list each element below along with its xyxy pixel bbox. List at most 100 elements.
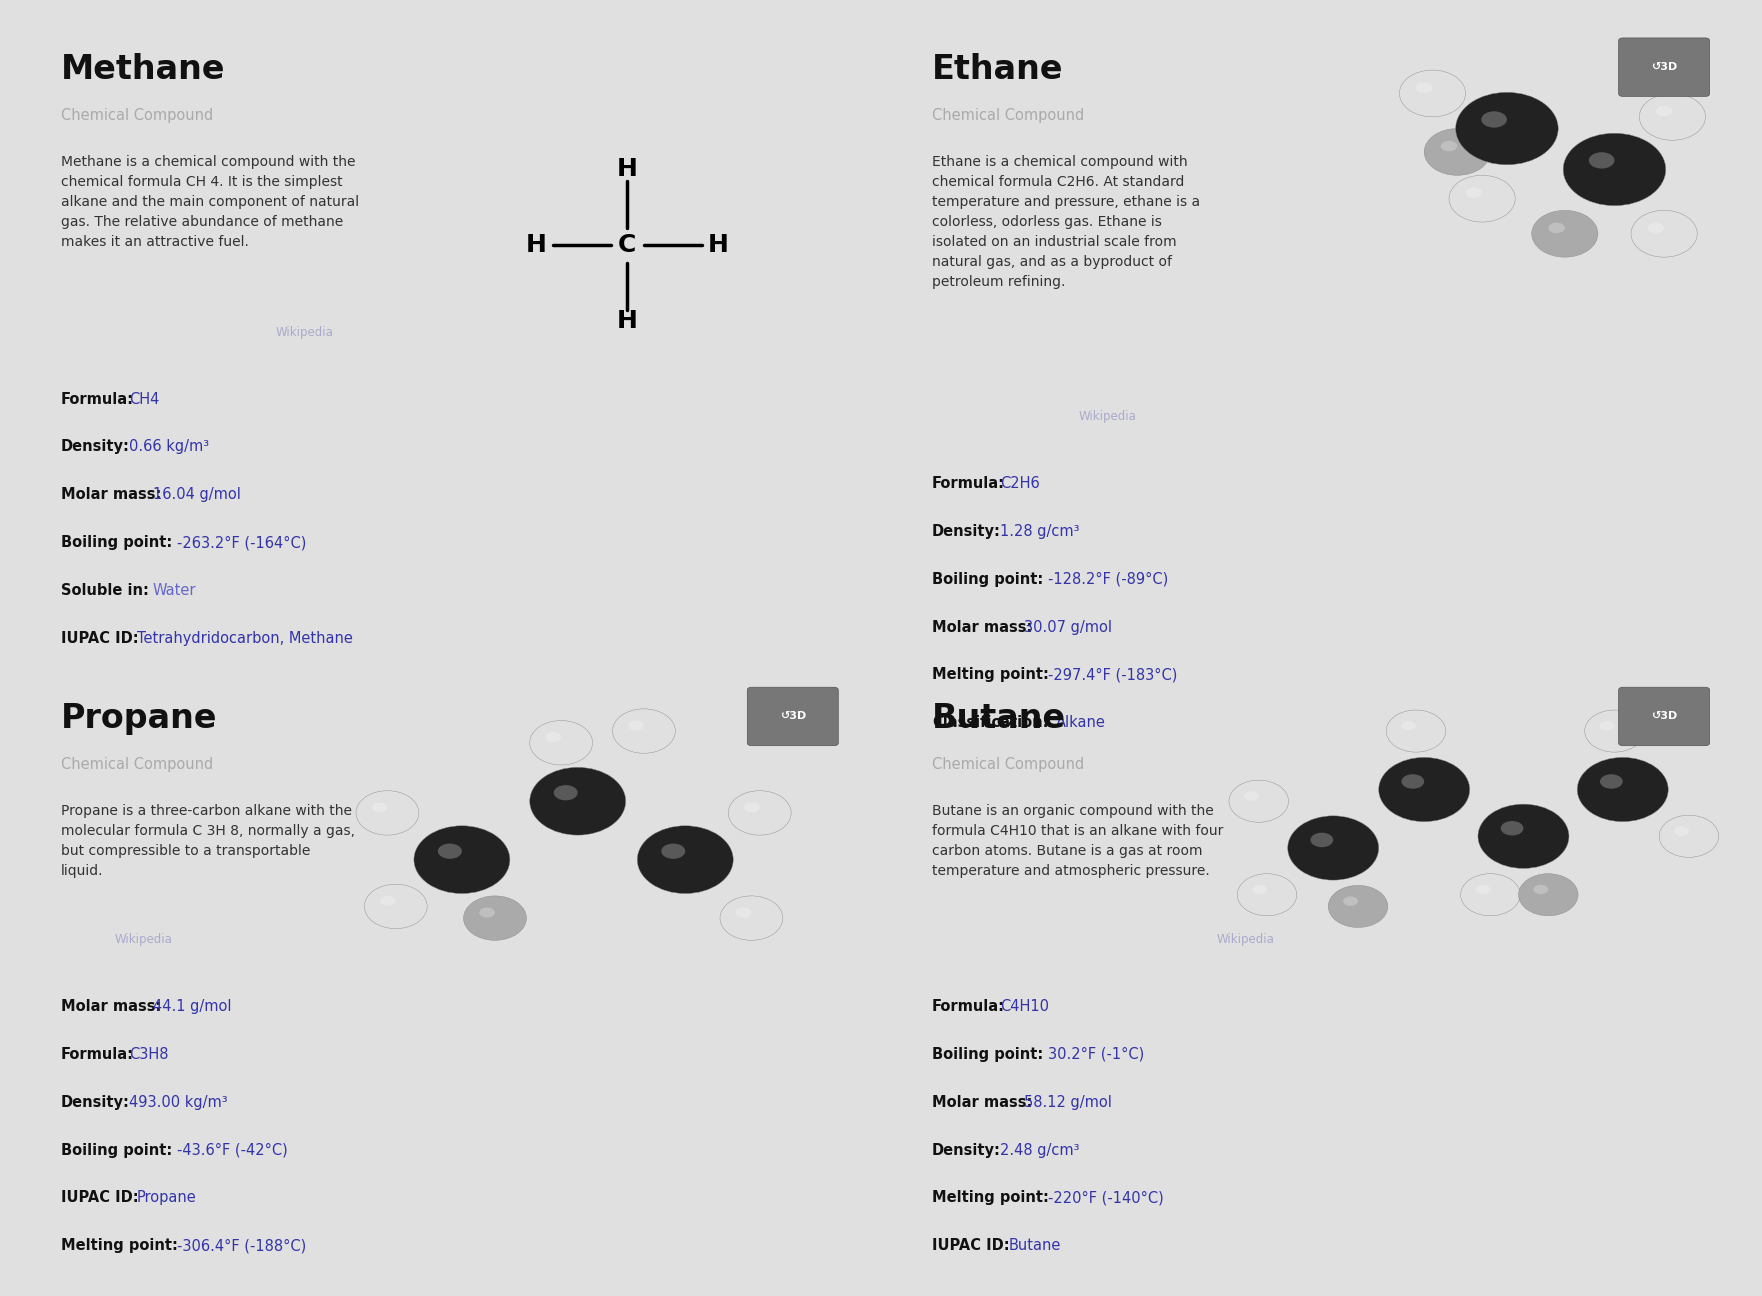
- Text: Boiling point:: Boiling point:: [932, 572, 1043, 587]
- Text: Molar mass:: Molar mass:: [932, 619, 1033, 635]
- Ellipse shape: [1455, 92, 1558, 165]
- Ellipse shape: [530, 721, 592, 765]
- Ellipse shape: [1563, 133, 1665, 206]
- Text: Melting point:: Melting point:: [60, 1239, 178, 1253]
- Ellipse shape: [1343, 897, 1359, 906]
- Text: Boiling point:: Boiling point:: [932, 1047, 1043, 1061]
- Ellipse shape: [1589, 152, 1614, 168]
- Ellipse shape: [1441, 141, 1457, 152]
- Ellipse shape: [365, 884, 426, 929]
- Ellipse shape: [1501, 820, 1524, 836]
- Ellipse shape: [1237, 874, 1297, 916]
- Ellipse shape: [1288, 815, 1378, 880]
- Text: -306.4°F (-188°C): -306.4°F (-188°C): [176, 1239, 307, 1253]
- Ellipse shape: [1639, 93, 1706, 140]
- Ellipse shape: [1378, 757, 1470, 822]
- Text: 16.04 g/mol: 16.04 g/mol: [153, 487, 241, 503]
- Text: -297.4°F (-183°C): -297.4°F (-183°C): [1048, 667, 1177, 683]
- Ellipse shape: [737, 907, 751, 918]
- Text: CH4: CH4: [129, 391, 159, 407]
- Text: ↺3D: ↺3D: [779, 712, 805, 722]
- Ellipse shape: [1329, 885, 1388, 928]
- Ellipse shape: [1660, 815, 1718, 858]
- Ellipse shape: [661, 844, 685, 859]
- Text: Molar mass:: Molar mass:: [932, 1095, 1033, 1109]
- Text: Chemical Compound: Chemical Compound: [60, 108, 213, 123]
- Text: IUPAC ID:: IUPAC ID:: [60, 1191, 137, 1205]
- FancyBboxPatch shape: [1619, 38, 1709, 96]
- Text: Soluble in:: Soluble in:: [60, 583, 148, 599]
- Ellipse shape: [1584, 710, 1644, 752]
- Ellipse shape: [1549, 223, 1565, 233]
- Ellipse shape: [1478, 804, 1568, 868]
- Text: C2H6: C2H6: [1001, 476, 1040, 491]
- Ellipse shape: [638, 826, 733, 893]
- Ellipse shape: [1244, 792, 1258, 801]
- Text: Formula:: Formula:: [60, 391, 134, 407]
- Text: C3H8: C3H8: [129, 1047, 169, 1061]
- Ellipse shape: [530, 767, 626, 835]
- Ellipse shape: [1228, 780, 1288, 822]
- Text: Alkane: Alkane: [1055, 715, 1107, 731]
- Text: 44.1 g/mol: 44.1 g/mol: [153, 999, 231, 1013]
- Ellipse shape: [613, 709, 675, 753]
- Ellipse shape: [546, 732, 560, 743]
- Text: 1.28 g/cm³: 1.28 g/cm³: [1001, 524, 1080, 539]
- Ellipse shape: [1466, 188, 1482, 198]
- Text: Methane is a chemical compound with the
chemical formula CH 4. It is the simples: Methane is a chemical compound with the …: [60, 154, 359, 249]
- Text: -220°F (-140°C): -220°F (-140°C): [1048, 1191, 1165, 1205]
- Text: ↺3D: ↺3D: [1651, 62, 1677, 73]
- Ellipse shape: [1656, 106, 1672, 117]
- Text: H: H: [708, 233, 729, 258]
- Text: Molar mass:: Molar mass:: [60, 999, 160, 1013]
- Text: Formula:: Formula:: [60, 1047, 134, 1061]
- Ellipse shape: [1674, 827, 1690, 836]
- Ellipse shape: [1253, 885, 1267, 894]
- Text: Wikipedia: Wikipedia: [277, 327, 335, 340]
- Text: Wikipedia: Wikipedia: [1216, 933, 1274, 946]
- Ellipse shape: [1387, 710, 1445, 752]
- Text: Propane: Propane: [137, 1191, 197, 1205]
- Ellipse shape: [1448, 175, 1515, 222]
- Ellipse shape: [1533, 885, 1549, 894]
- Text: -43.6°F (-42°C): -43.6°F (-42°C): [176, 1143, 287, 1157]
- Text: H: H: [617, 310, 638, 333]
- Ellipse shape: [1600, 774, 1623, 789]
- Text: 2.48 g/cm³: 2.48 g/cm³: [1001, 1143, 1080, 1157]
- Text: Classification:: Classification:: [932, 715, 1048, 731]
- Text: Ethane is a chemical compound with
chemical formula C2H6. At standard
temperatur: Ethane is a chemical compound with chemi…: [932, 154, 1200, 289]
- Text: Boiling point:: Boiling point:: [60, 535, 173, 551]
- Ellipse shape: [1401, 774, 1424, 789]
- Ellipse shape: [728, 791, 791, 835]
- Text: Ethane: Ethane: [932, 53, 1064, 86]
- Ellipse shape: [372, 802, 388, 813]
- Ellipse shape: [356, 791, 419, 835]
- Ellipse shape: [414, 826, 509, 893]
- Ellipse shape: [439, 844, 462, 859]
- Ellipse shape: [744, 802, 759, 813]
- Text: H: H: [525, 233, 546, 258]
- Text: Chemical Compound: Chemical Compound: [932, 757, 1084, 772]
- Text: Density:: Density:: [932, 524, 1001, 539]
- Ellipse shape: [1577, 757, 1669, 822]
- FancyBboxPatch shape: [747, 687, 839, 745]
- Text: Boiling point:: Boiling point:: [60, 1143, 173, 1157]
- Ellipse shape: [1417, 83, 1433, 93]
- Text: IUPAC ID:: IUPAC ID:: [60, 631, 137, 647]
- Ellipse shape: [1399, 70, 1466, 117]
- Text: H: H: [617, 157, 638, 181]
- Text: Melting point:: Melting point:: [932, 1191, 1048, 1205]
- Text: Wikipedia: Wikipedia: [1078, 411, 1136, 424]
- Ellipse shape: [1632, 210, 1697, 257]
- Ellipse shape: [1424, 128, 1491, 175]
- Text: C: C: [618, 233, 636, 258]
- Text: 58.12 g/mol: 58.12 g/mol: [1024, 1095, 1112, 1109]
- Ellipse shape: [1647, 223, 1663, 233]
- Text: Chemical Compound: Chemical Compound: [60, 757, 213, 772]
- Text: 30.07 g/mol: 30.07 g/mol: [1024, 619, 1112, 635]
- Text: Chemical Compound: Chemical Compound: [932, 108, 1084, 123]
- Ellipse shape: [1482, 111, 1507, 127]
- Text: 493.00 kg/m³: 493.00 kg/m³: [129, 1095, 227, 1109]
- Text: Molar mass:: Molar mass:: [60, 487, 160, 503]
- Text: ↺3D: ↺3D: [1651, 712, 1677, 722]
